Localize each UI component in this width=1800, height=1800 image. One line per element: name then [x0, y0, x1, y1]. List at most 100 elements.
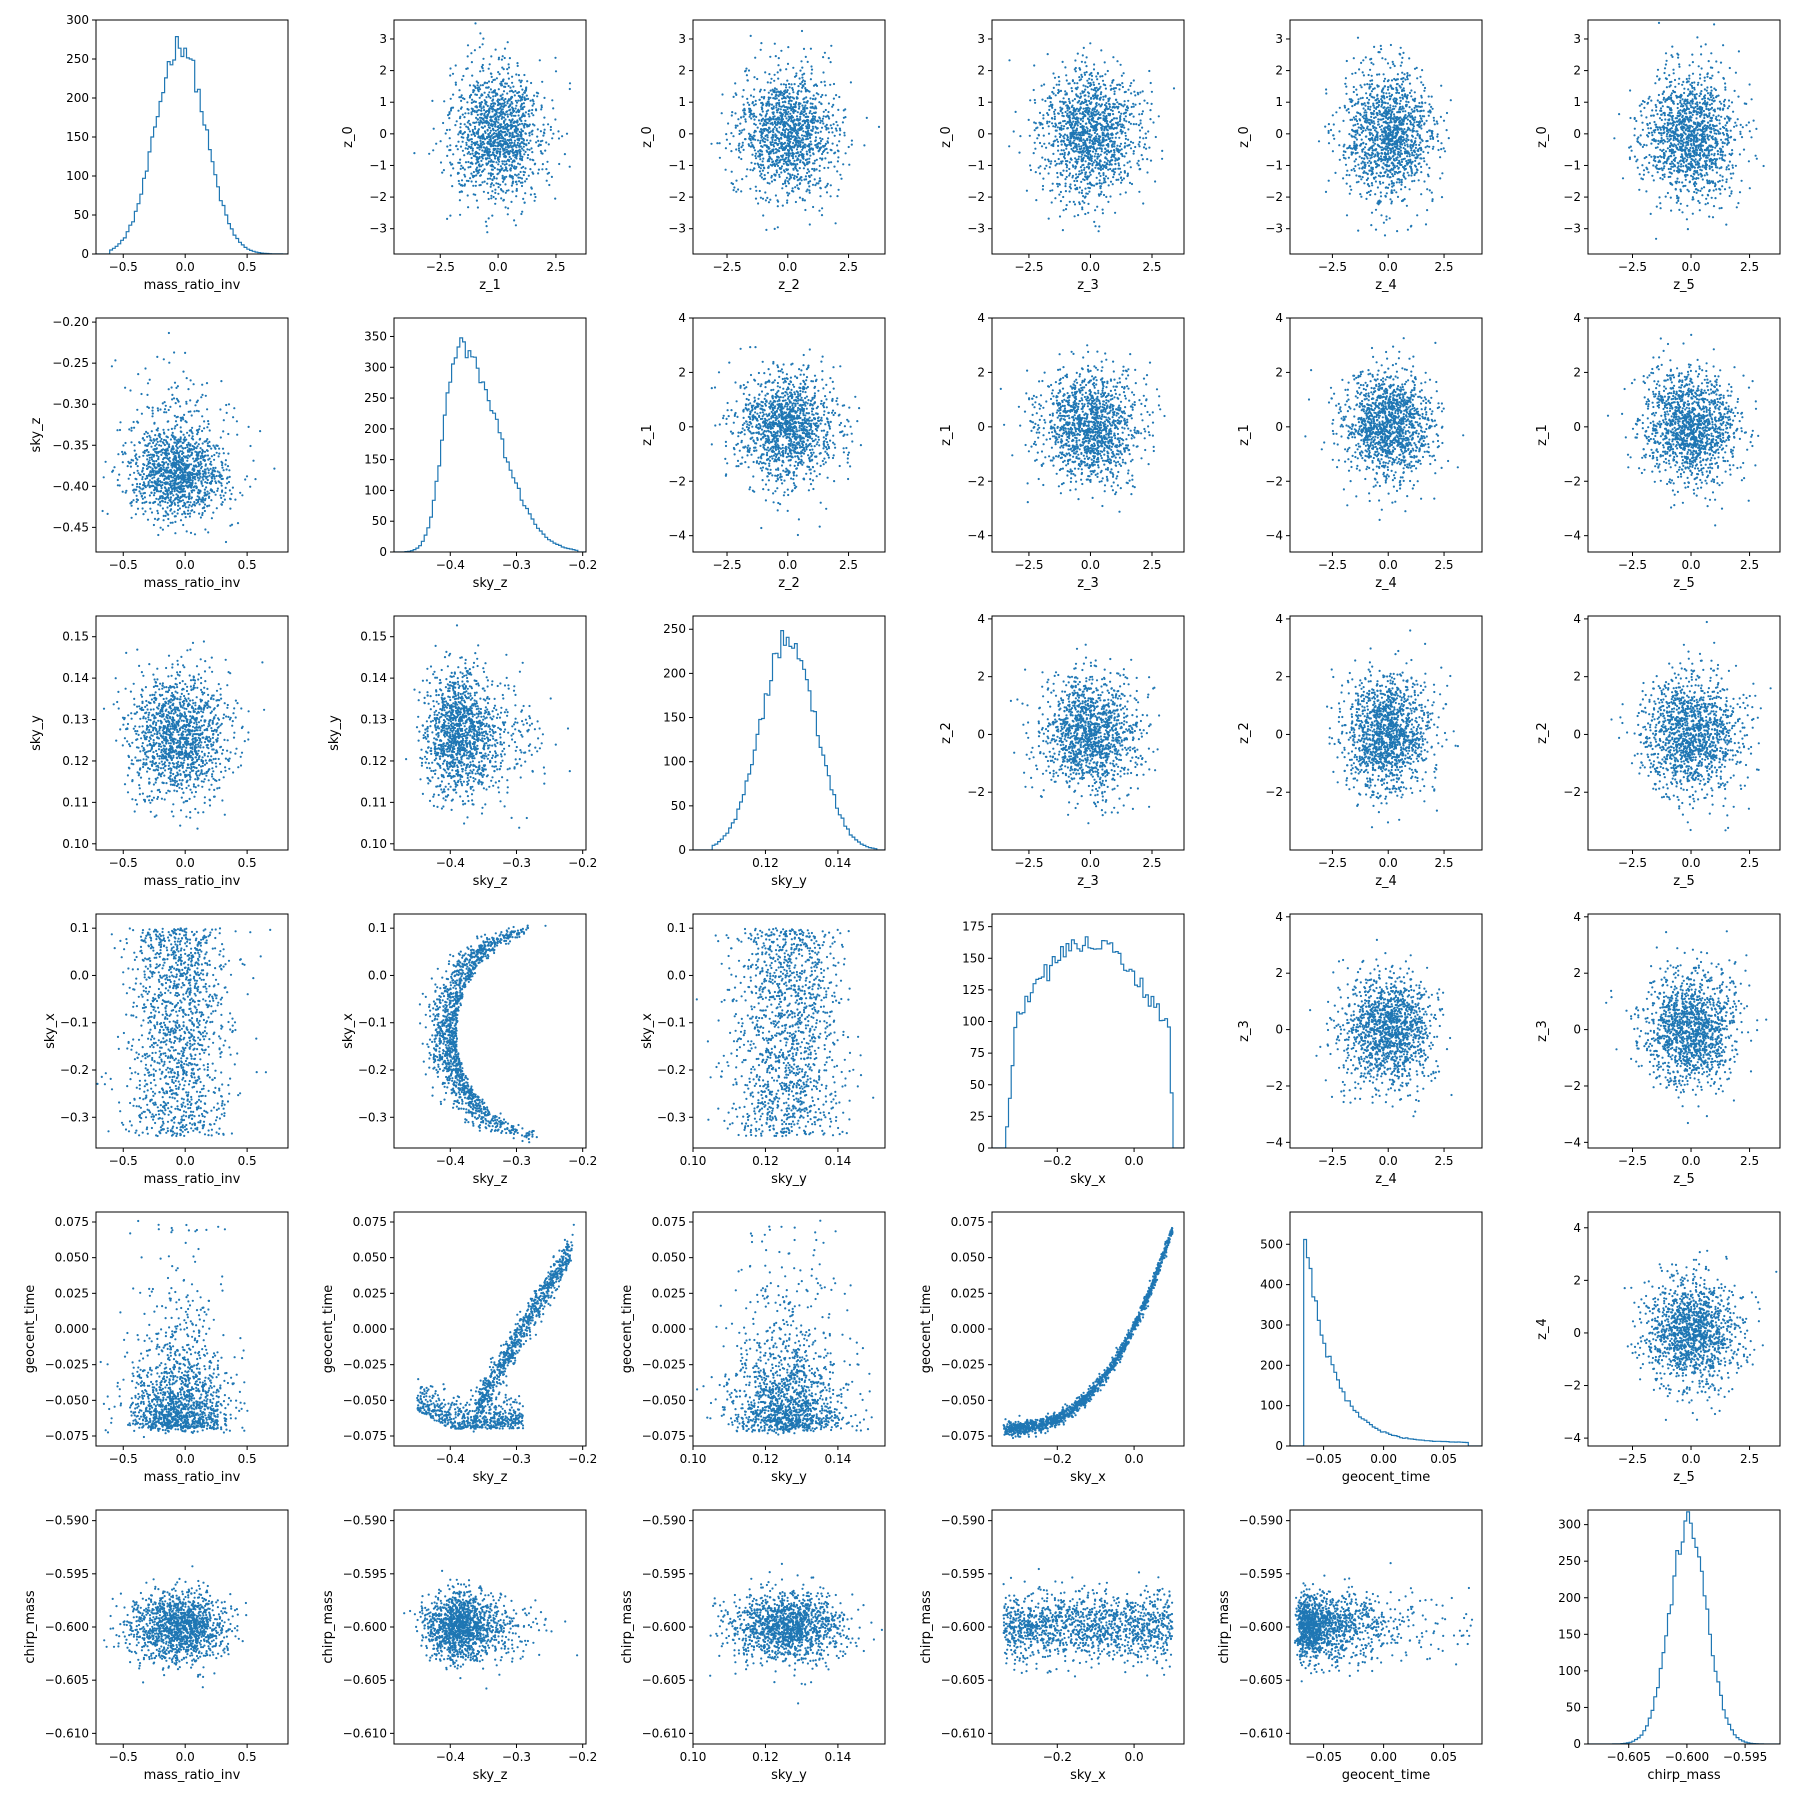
scatter-point — [520, 108, 523, 111]
scatter-point — [1116, 144, 1119, 147]
scatter-point — [1107, 137, 1110, 140]
scatter-point — [837, 156, 840, 159]
scatter-point — [522, 145, 525, 148]
scatter-point — [460, 164, 463, 167]
scatter-point — [1073, 124, 1076, 127]
scatter-point — [801, 80, 804, 84]
scatter-point — [491, 99, 494, 102]
scatter-point — [832, 97, 836, 100]
scatter-point — [497, 158, 500, 161]
scatter-point — [1377, 174, 1380, 177]
scatter-point — [1114, 136, 1117, 139]
scatter-point — [1096, 94, 1099, 97]
scatter-point — [1059, 100, 1062, 103]
scatter-point — [493, 148, 496, 152]
scatter-point — [1090, 74, 1094, 77]
scatter-point — [792, 129, 796, 132]
scatter-point — [450, 106, 453, 109]
scatter-point — [1358, 68, 1361, 71]
scatter-point — [501, 180, 505, 183]
scatter-point — [503, 120, 506, 123]
scatter-point — [782, 142, 785, 145]
scatter-point — [481, 153, 484, 156]
scatter-point — [776, 149, 779, 152]
scatter-point — [730, 114, 733, 117]
scatter-point — [520, 79, 523, 82]
scatter-point — [808, 145, 811, 148]
scatter-point — [777, 90, 780, 93]
scatter-point — [831, 114, 835, 117]
scatter-point — [508, 164, 511, 167]
scatter-point — [1375, 107, 1378, 110]
scatter-point — [1055, 124, 1058, 127]
scatter-point — [504, 166, 507, 169]
scatter-point — [483, 168, 486, 171]
scatter-point — [814, 98, 817, 101]
scatter-point — [786, 194, 790, 197]
scatter-point — [1325, 92, 1328, 95]
scatter-point — [1074, 165, 1077, 168]
scatter-point — [734, 124, 737, 127]
scatter-point — [474, 127, 477, 130]
scatter-point — [483, 81, 487, 84]
scatter-point — [1097, 143, 1100, 146]
scatter-point — [1112, 153, 1115, 156]
scatter-point — [467, 206, 470, 209]
scatter-point — [1325, 88, 1328, 91]
scatter-point — [1085, 165, 1089, 169]
scatter-point — [783, 147, 786, 150]
x-tick-label: −0.5 — [109, 260, 138, 274]
scatter-point — [497, 88, 500, 91]
scatter-point — [515, 183, 518, 186]
scatter-point — [810, 174, 813, 177]
scatter-point — [806, 60, 809, 64]
scatter-point — [1063, 151, 1066, 154]
scatter-point — [773, 178, 776, 181]
scatter-point — [776, 226, 779, 229]
scatter-point — [543, 116, 546, 119]
scatter-point — [496, 147, 500, 150]
scatter-point — [488, 111, 491, 114]
scatter-point — [779, 69, 782, 72]
scatter-point — [788, 92, 791, 95]
scatter-point — [510, 126, 513, 129]
scatter-point — [1097, 82, 1101, 85]
scatter-point — [479, 142, 482, 145]
scatter-point — [523, 96, 526, 99]
scatter-point — [1130, 82, 1133, 85]
scatter-point — [1121, 123, 1124, 126]
scatter-point — [499, 183, 502, 186]
scatter-point — [1081, 153, 1084, 156]
scatter-point — [795, 148, 799, 151]
scatter-point — [521, 106, 524, 109]
scatter-point — [448, 111, 451, 114]
scatter-point — [782, 162, 785, 165]
scatter-point — [1120, 112, 1123, 115]
scatter-point — [1074, 129, 1077, 132]
scatter-point — [1088, 182, 1091, 185]
scatter-point — [504, 206, 507, 209]
scatter-point — [432, 149, 435, 152]
scatter-point — [1374, 136, 1377, 139]
scatter-point — [457, 109, 460, 112]
scatter-point — [1038, 111, 1042, 114]
scatter-point — [1048, 105, 1051, 108]
scatter-point — [782, 104, 785, 107]
scatter-point — [496, 173, 499, 176]
scatter-point — [1094, 129, 1098, 132]
scatter-point — [792, 142, 795, 145]
scatter-point — [480, 165, 483, 168]
scatter-point — [1375, 172, 1378, 175]
scatter-point — [732, 135, 735, 138]
scatter-point — [1104, 87, 1107, 90]
scatter-point — [477, 81, 480, 84]
scatter-point — [740, 190, 743, 193]
scatter-point — [738, 129, 741, 132]
scatter-point — [1125, 120, 1128, 123]
scatter-point — [482, 121, 485, 124]
scatter-point — [536, 128, 539, 131]
scatter-point — [1124, 137, 1127, 140]
scatter-point — [466, 136, 469, 139]
scatter-point — [449, 97, 452, 100]
scatter-point — [771, 133, 774, 137]
